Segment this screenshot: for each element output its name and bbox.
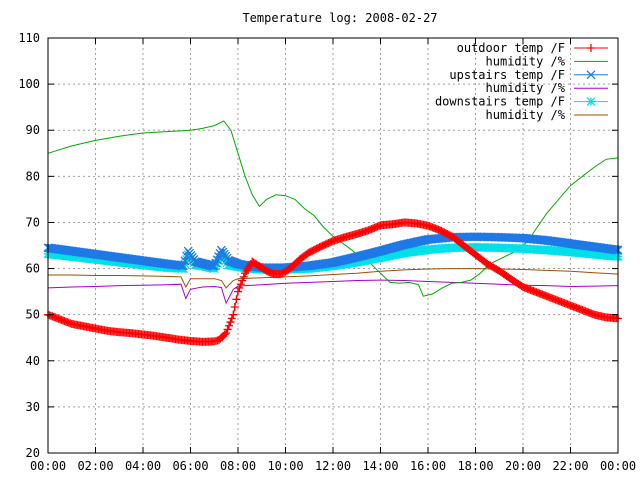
x-tick-label: 00:00 [30,459,66,473]
x-tick-label: 02:00 [77,459,113,473]
grid-lines [48,38,618,453]
y-tick-label: 60 [26,262,40,276]
legend-label: humidity /% [486,54,566,68]
x-tick-label: 16:00 [410,459,446,473]
legend-marker [586,97,596,107]
x-tick-label: 06:00 [172,459,208,473]
series-layer [43,120,623,346]
y-tick-label: 90 [26,123,40,137]
y-tick-label: 100 [18,77,40,91]
series-0-outdoor-temp-f [44,218,622,346]
y-tick-label: 80 [26,169,40,183]
legend-marker [587,44,595,52]
chart-title: Temperature log: 2008-02-27 [242,11,437,25]
x-tick-label: 00:00 [600,459,636,473]
y-tick-label: 70 [26,215,40,229]
legend-entry: humidity /% [486,81,608,95]
series-3-humidity [47,279,619,305]
legend-entry: outdoor temp /F [457,41,608,55]
x-tick-label: 18:00 [457,459,493,473]
x-tick-label: 10:00 [267,459,303,473]
legend-entry: humidity /% [486,108,608,122]
y-tick-label: 110 [18,31,40,45]
x-tick-label: 04:00 [125,459,161,473]
legend-label: humidity /% [486,81,566,95]
y-tick-label: 30 [26,400,40,414]
legend-entry: upstairs temp /F [449,68,608,82]
x-tick-label: 20:00 [505,459,541,473]
legend-label: outdoor temp /F [457,41,565,55]
legend-label: upstairs temp /F [449,68,565,82]
legend-entry: downstairs temp /F [435,95,608,109]
y-tick-label: 20 [26,446,40,460]
x-tick-label: 14:00 [362,459,398,473]
series-line [47,279,619,305]
legend-label: humidity /% [486,108,566,122]
axis-ticks: 00:00 02:00 04:00 06:00 08:00 10:00 12:00 14:00… [18,31,636,473]
legend-entry: humidity /% [486,54,608,68]
y-tick-label: 50 [26,308,40,322]
legend-marker [586,70,596,80]
legend-label: downstairs temp /F [435,95,565,109]
y-tick-label: 40 [26,354,40,368]
x-tick-label: 22:00 [552,459,588,473]
x-tick-label: 12:00 [315,459,351,473]
x-tick-label: 08:00 [220,459,256,473]
